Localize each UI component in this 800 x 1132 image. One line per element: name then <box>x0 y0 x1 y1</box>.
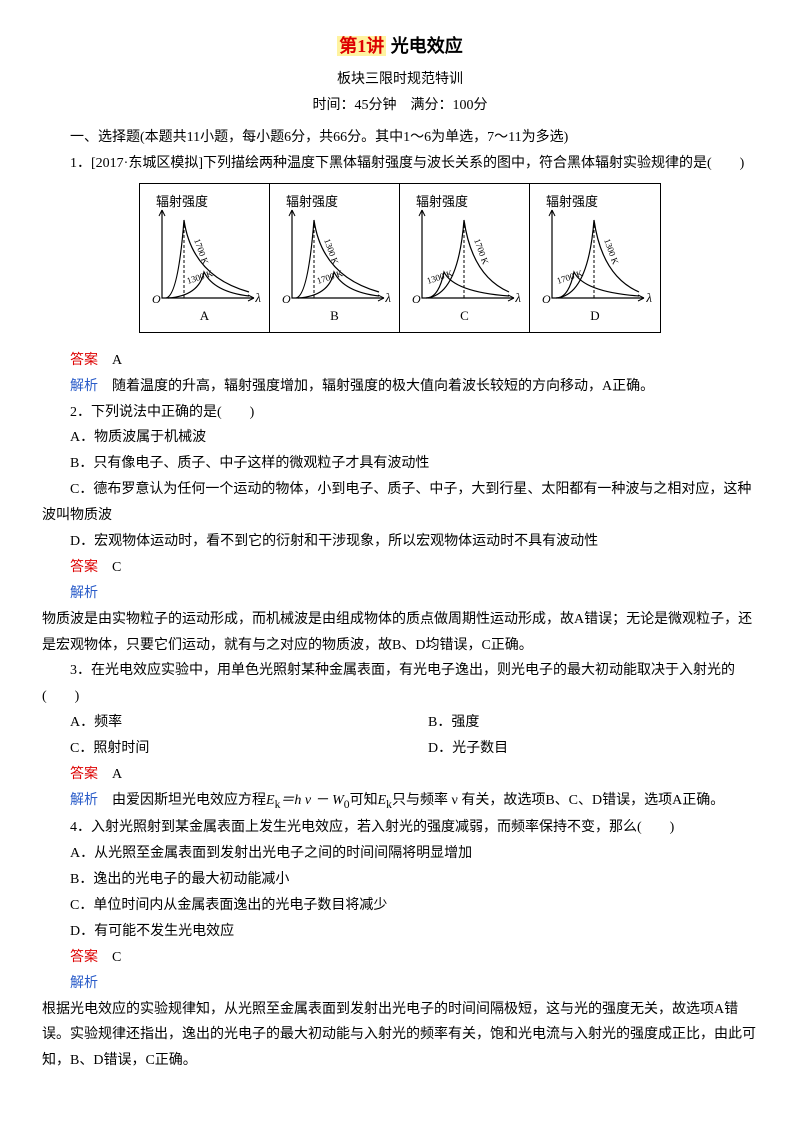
q2-explain-text: 物质波是由实物粒子的运动形成，而机械波是由组成物体的质点做周期性运动形成，故A错… <box>42 607 758 659</box>
q4-opt-a: A．从光照至金属表面到发射出光电子之间的时间间隔将明显增加 <box>42 841 758 867</box>
q4-explain-label: 解析 <box>42 971 758 997</box>
q2-opt-a: A．物质波属于机械波 <box>42 425 758 451</box>
q1-explain: 解析 随着温度的升高，辐射强度增加，辐射强度的极大值向着波长较短的方向移动，A正… <box>42 374 758 400</box>
q3-opts-row1: A．频率 B．强度 <box>42 710 758 736</box>
explain-label: 解析 <box>70 379 98 394</box>
answer-label: 答案 <box>70 560 98 575</box>
q3-opt-b: B．强度 <box>400 710 758 736</box>
answer-value: C <box>112 950 121 965</box>
q4-opt-d: D．有可能不发生光电效应 <box>42 919 758 945</box>
subtitle-1: 板块三限时规范特训 <box>42 67 758 93</box>
figure-panel-A: 辐射强度OλA1700 K1300 K <box>140 184 270 332</box>
q4-opt-c: C．单位时间内从金属表面逸出的光电子数目将减少 <box>42 893 758 919</box>
q2-opt-d: D．宏观物体运动时，看不到它的衍射和干涉现象，所以宏观物体运动时不具有波动性 <box>42 529 758 555</box>
svg-text:1700 K: 1700 K <box>472 237 491 266</box>
page-title: 第1讲 光电效应 <box>42 30 758 63</box>
q3-opt-c: C．照射时间 <box>42 736 400 762</box>
q4-opt-b: B．逸出的光电子的最大初动能减小 <box>42 867 758 893</box>
q3-opt-d: D．光子数目 <box>400 736 758 762</box>
q1-stem: 1．[2017·东城区模拟]下列描绘两种温度下黑体辐射强度与波长关系的图中，符合… <box>42 151 758 177</box>
explain-text-b: 可知 <box>350 793 378 808</box>
q3-stem: 3．在光电效应实验中，用单色光照射某种金属表面，有光电子逸出，则光电子的最大初动… <box>42 658 758 710</box>
figure-panel-C: 辐射强度OλC1700 K1300 K <box>400 184 530 332</box>
q2-stem: 2．下列说法中正确的是( ) <box>42 400 758 426</box>
explain-label: 解析 <box>70 793 98 808</box>
section-heading: 一、选择题(本题共11小题，每小题6分，共66分。其中1～6为单选，7～11为多… <box>42 125 758 151</box>
q2-explain-label: 解析 <box>42 581 758 607</box>
q3-explain: 解析 由爱因斯坦光电效应方程Ek＝h ν － W0可知Ek只与频率 ν 有关，故… <box>42 788 758 815</box>
explain-text-a: 由爱因斯坦光电效应方程 <box>112 793 266 808</box>
svg-text:1300 K: 1300 K <box>602 237 621 266</box>
svg-text:1300 K: 1300 K <box>322 237 341 266</box>
title-prefix: 第1讲 <box>337 36 386 56</box>
q1-figure: 辐射强度OλA1700 K1300 K辐射强度OλB1300 K1700 K辐射… <box>42 183 758 342</box>
answer-label: 答案 <box>70 353 98 368</box>
answer-label: 答案 <box>70 767 98 782</box>
answer-label: 答案 <box>70 950 98 965</box>
figure-panel-B: 辐射强度OλB1300 K1700 K <box>270 184 400 332</box>
q3-answer: 答案 A <box>42 762 758 788</box>
q1-answer: 答案 A <box>42 348 758 374</box>
q4-stem: 4．入射光照射到某金属表面上发生光电效应，若入射光的强度减弱，而频率保持不变，那… <box>42 815 758 841</box>
q4-explain-text: 根据光电效应的实验规律知，从光照至金属表面到发射出光电子的时间间隔极短，这与光的… <box>42 997 758 1075</box>
q2-answer: 答案 C <box>42 555 758 581</box>
q4-answer: 答案 C <box>42 945 758 971</box>
answer-value: C <box>112 560 121 575</box>
answer-value: A <box>112 767 122 782</box>
explain-text: 随着温度的升高，辐射强度增加，辐射强度的极大值向着波长较短的方向移动，A正确。 <box>112 379 654 394</box>
title-main: 光电效应 <box>391 36 463 56</box>
answer-value: A <box>112 353 122 368</box>
svg-text:1700 K: 1700 K <box>192 237 211 266</box>
explain-text-c: 只与频率 ν 有关，故选项B、C、D错误，选项A正确。 <box>392 793 724 808</box>
q2-opt-b: B．只有像电子、质子、中子这样的微观粒子才具有波动性 <box>42 451 758 477</box>
figure-panel-D: 辐射强度OλD1300 K1700 K <box>530 184 660 332</box>
q3-opt-a: A．频率 <box>42 710 400 736</box>
subtitle-2: 时间：45分钟 满分：100分 <box>42 93 758 119</box>
q2-opt-c: C．德布罗意认为任何一个运动的物体，小到电子、质子、中子，大到行星、太阳都有一种… <box>42 477 758 529</box>
svg-text:1700 K: 1700 K <box>556 268 585 286</box>
svg-text:1300 K: 1300 K <box>426 268 455 286</box>
q3-opts-row2: C．照射时间 D．光子数目 <box>42 736 758 762</box>
